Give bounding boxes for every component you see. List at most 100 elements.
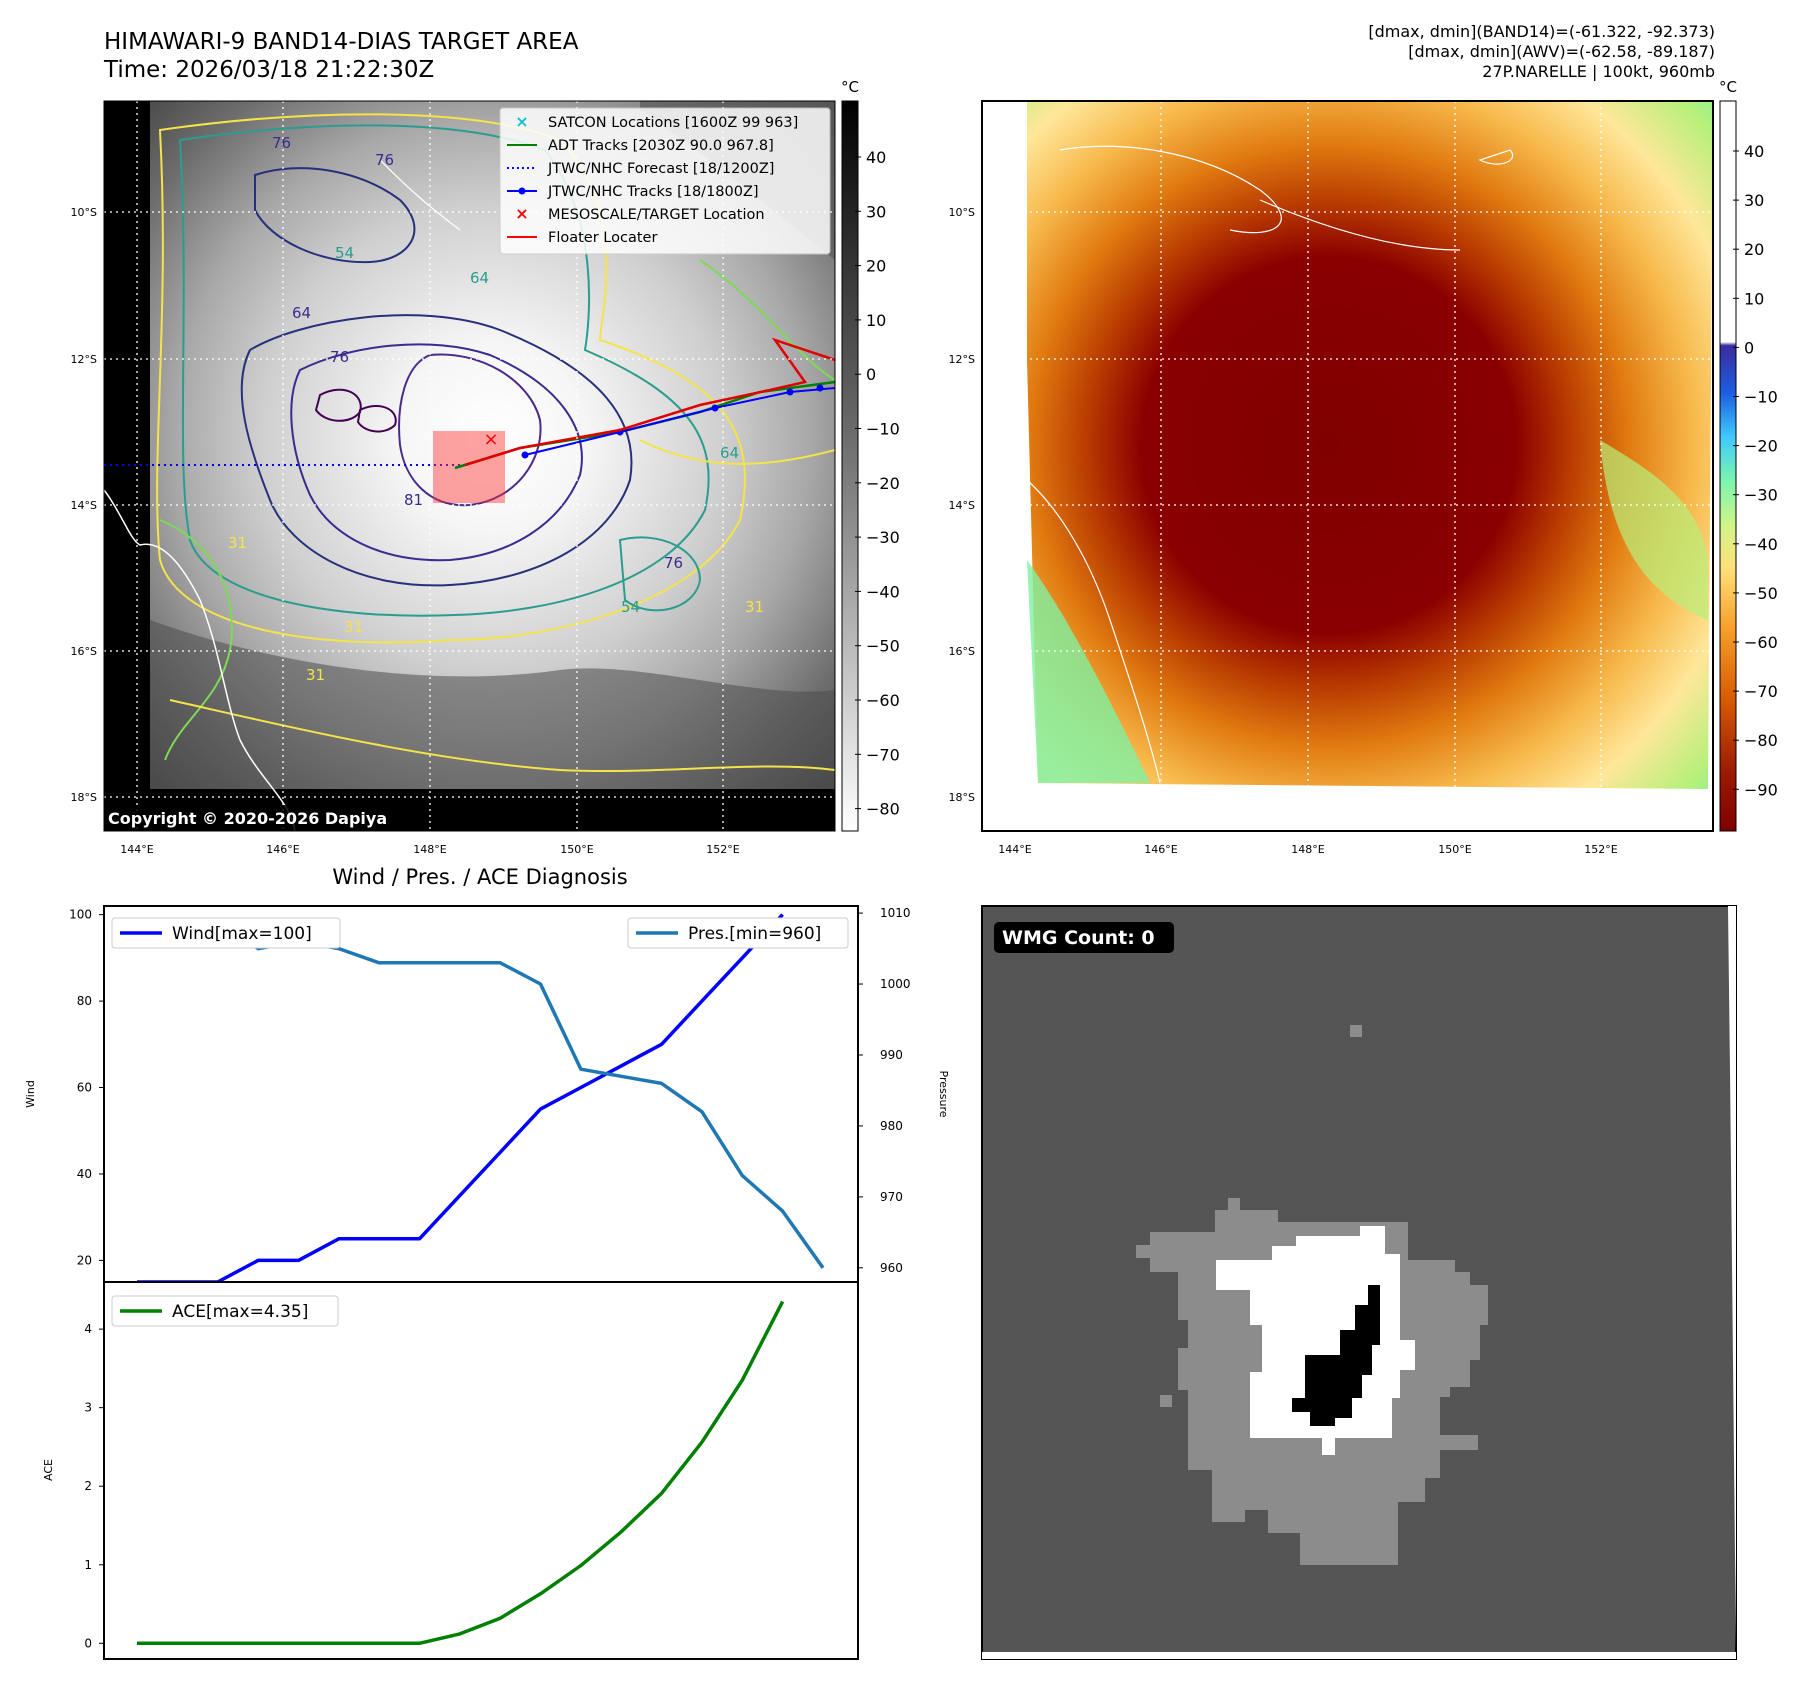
awv-colorbar-ticks: 40 30 20 10 0 −10 −20 −30 −40 −50 −60 −70 −80 −90 — [1733, 142, 1778, 799]
y-tick-label: 3 — [84, 1401, 92, 1415]
storm-info: 27P.NARELLE | 100kt, 960mb — [1482, 62, 1715, 81]
lat-tick-label: 12°S — [71, 353, 97, 366]
contour-label: 54 — [621, 598, 640, 616]
contour-label: 76 — [272, 134, 291, 152]
colorbar-tick-label: −40 — [866, 582, 900, 601]
lon-tick-label: 146°E — [266, 843, 299, 856]
lon-tick-label: 150°E — [1438, 843, 1471, 856]
contour-label: 76 — [330, 348, 349, 366]
y-tick-label: 40 — [77, 1167, 92, 1181]
legend-entry: × SATCON Locations [1600Z 99 963] — [515, 112, 798, 131]
legend-marker-icon — [518, 187, 526, 195]
legend-marker-icon: × — [515, 112, 528, 131]
lon-tick-label: 144°E — [120, 843, 153, 856]
y-tick-label: 0 — [84, 1636, 92, 1650]
figure-title: HIMAWARI-9 BAND14-DIAS TARGET AREA Time:… — [104, 28, 578, 84]
chart-title: Wind / Pres. / ACE Diagnosis — [332, 865, 627, 889]
ir-colorbar-ticks: 40 30 20 10 0 −10 −20 −30 −40 −50 −60 −70 −80 — [855, 148, 900, 819]
ace-chart-frame — [103, 1281, 859, 1660]
legend-entry: JTWC/NHC Tracks [18/1800Z] — [507, 184, 759, 200]
floater-locater — [464, 337, 835, 467]
ace-axis-label: ACE — [42, 1459, 55, 1481]
dmax-awv: [dmax, dmin](AWV)=(-62.58, -89.187) — [1408, 42, 1715, 61]
colorbar-tick-label: −10 — [1744, 388, 1778, 407]
colorbar-tick-label: −60 — [1744, 633, 1778, 652]
chart-legend-box — [111, 1295, 339, 1327]
wind-axis-label: Wind — [24, 1080, 37, 1108]
colorbar-tick-label: −90 — [1744, 780, 1778, 799]
y-tick-label: 20 — [77, 1253, 92, 1267]
lat-tick-label: 14°S — [71, 499, 97, 512]
colorbar-tick-label: −30 — [866, 528, 900, 547]
colorbar-tick-label: 30 — [866, 202, 886, 221]
y2-tick-label: 980 — [880, 1119, 903, 1133]
jtwc-track-points — [521, 384, 824, 459]
legend-label: JTWC/NHC Tracks [18/1800Z] — [547, 184, 759, 200]
wmg-warm-region — [1216, 1226, 1415, 1455]
colorbar-tick-label: −20 — [1744, 437, 1778, 456]
contour-label: 64 — [720, 444, 739, 462]
title-line-1: HIMAWARI-9 BAND14-DIAS TARGET AREA — [104, 29, 579, 55]
copyright-text: Copyright © 2020-2026 Dapiya — [108, 809, 387, 828]
y-tick-label: 2 — [84, 1479, 92, 1493]
awv-map-gridlines — [982, 101, 1713, 831]
colorbar-tick-label: 20 — [1744, 240, 1764, 259]
legend-label: JTWC/NHC Forecast [18/1200Z] — [547, 161, 774, 177]
y2-tick-label: 990 — [880, 1048, 903, 1062]
lat-tick-label: 12°S — [949, 353, 975, 366]
colorbar-tick-label: 10 — [1744, 289, 1764, 308]
lat-tick-label: 18°S — [949, 791, 975, 804]
legend-entry: JTWC/NHC Forecast [18/1200Z] — [507, 161, 774, 177]
y2-tick-label: 970 — [880, 1190, 903, 1204]
legend-label: Floater Locater — [548, 230, 657, 246]
y2-tick-label: 1000 — [880, 977, 911, 991]
y2-tick-label: 960 — [880, 1261, 903, 1275]
colorbar-tick-label: 30 — [1744, 191, 1764, 210]
y-tick-label: 4 — [84, 1322, 92, 1336]
colorbar-tick-label: −80 — [866, 800, 900, 819]
chart-legend-label: ACE[max=4.35] — [172, 1302, 308, 1322]
ir-contour-labels: 76 76 54 64 64 76 81 76 64 31 31 31 31 54 — [228, 134, 764, 684]
colorbar-tick-label: −20 — [866, 474, 900, 493]
legend-label: ADT Tracks [2030Z 90.0 967.8] — [548, 138, 774, 154]
lat-tick-label: 16°S — [949, 645, 975, 658]
y-tick-label: 100 — [69, 908, 92, 922]
legend-label: SATCON Locations [1600Z 99 963] — [548, 115, 798, 131]
colorbar-tick-label: 0 — [1744, 338, 1754, 357]
chart-legend-box — [111, 917, 341, 949]
legend-marker-icon: × — [515, 204, 528, 223]
awv-colorbar — [1719, 100, 1737, 832]
wmg-panel: WMG Count: 0 — [981, 905, 1737, 1660]
figure-subtitle: [dmax, dmin](BAND14)=(-61.322, -92.373) … — [1368, 22, 1715, 82]
y-tick-label: 1 — [84, 1558, 92, 1572]
wind-pressure-chart: Wind Pressure 20 40 60 80 100 960 970 980 990 10… — [24, 905, 950, 1284]
target-marker: × — [483, 429, 498, 450]
lat-tick-label: 10°S — [71, 206, 97, 219]
contour-label: 81 — [404, 491, 423, 509]
colorbar-tick-label: −80 — [1744, 731, 1778, 750]
awv-map-frame — [981, 100, 1714, 832]
map-axis-ticks: 10°S 10°S 12°S 12°S 14°S 14°S 16°S 16°S 18°S 18°S… — [71, 206, 1618, 856]
contour-label: 76 — [664, 554, 683, 572]
title-line-2: Time: 2026/03/18 21:22:30Z — [104, 57, 435, 83]
lat-tick-label: 16°S — [71, 645, 97, 658]
lon-tick-label: 150°E — [560, 843, 593, 856]
colorbar-tick-label: −70 — [1744, 682, 1778, 701]
dmax-band14: [dmax, dmin](BAND14)=(-61.322, -92.373) — [1368, 22, 1715, 41]
colorbar-tick-label: 0 — [866, 365, 876, 384]
pressure-axis-label: Pressure — [937, 1071, 950, 1118]
ace-series-line — [137, 1300, 785, 1646]
colorbar-tick-label: 40 — [1744, 142, 1764, 161]
lat-tick-label: 10°S — [949, 206, 975, 219]
chart-legend-label: Wind[max=100] — [172, 924, 312, 944]
colorbar-tick-label: −10 — [866, 420, 900, 439]
mesoscale-box — [433, 431, 505, 503]
ir-map-legend: × SATCON Locations [1600Z 99 963] ADT Trac… — [499, 107, 831, 255]
ir-colorbar — [841, 100, 859, 832]
copyright-box — [104, 805, 414, 831]
wmg-count-badge — [994, 922, 1174, 953]
lon-tick-label: 148°E — [413, 843, 446, 856]
wmg-count-label: WMG Count: 0 — [1002, 927, 1155, 949]
colorbar-tick-label: 20 — [866, 257, 886, 276]
